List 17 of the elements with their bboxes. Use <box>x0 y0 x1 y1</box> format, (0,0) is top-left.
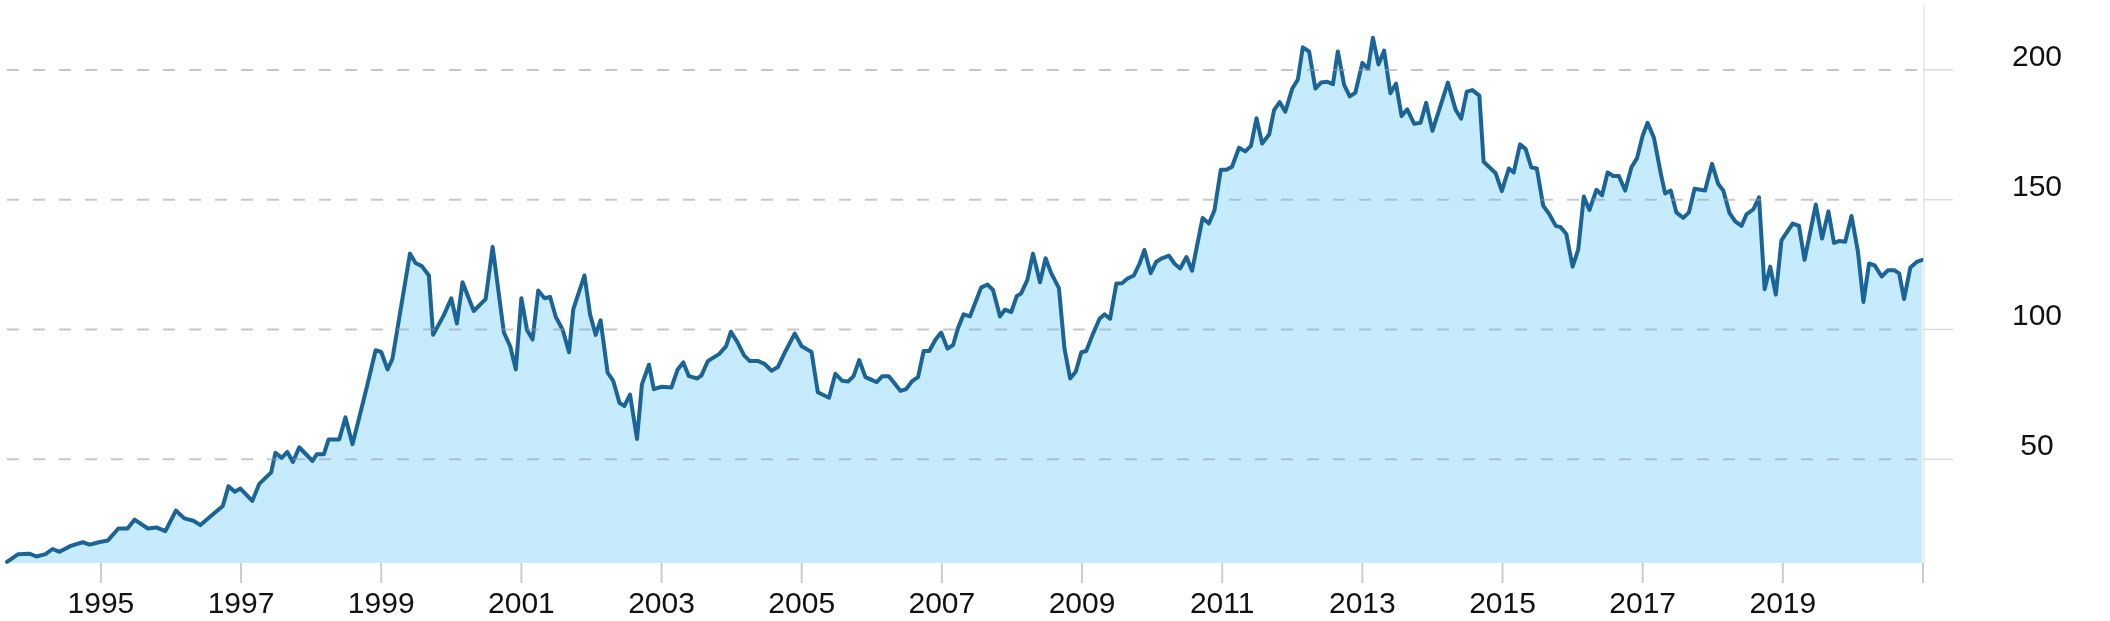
x-tick-label: 2005 <box>768 586 836 619</box>
y-tick-label: 200 <box>2011 38 2063 72</box>
x-tick-label: 2013 <box>1328 586 1396 619</box>
x-tick-label: 1995 <box>67 586 135 619</box>
x-tick-label: 2011 <box>1189 586 1255 619</box>
x-tick-label: 2017 <box>1609 586 1677 619</box>
x-tick-label: 1997 <box>207 586 275 619</box>
x-tick-label: 1999 <box>347 586 415 619</box>
x-tick-label: 2019 <box>1749 586 1817 619</box>
x-tick-label: 2015 <box>1469 586 1536 619</box>
x-tick-label: 2003 <box>628 586 695 619</box>
x-tick-label: 2009 <box>1048 586 1116 619</box>
y-tick-label: 100 <box>2011 298 2063 332</box>
y-tick-label: 150 <box>2011 168 2063 202</box>
x-tick-label: 2001 <box>488 586 555 619</box>
y-tick-label: 50 <box>2020 428 2054 462</box>
x-tick-label: 2007 <box>908 586 976 619</box>
